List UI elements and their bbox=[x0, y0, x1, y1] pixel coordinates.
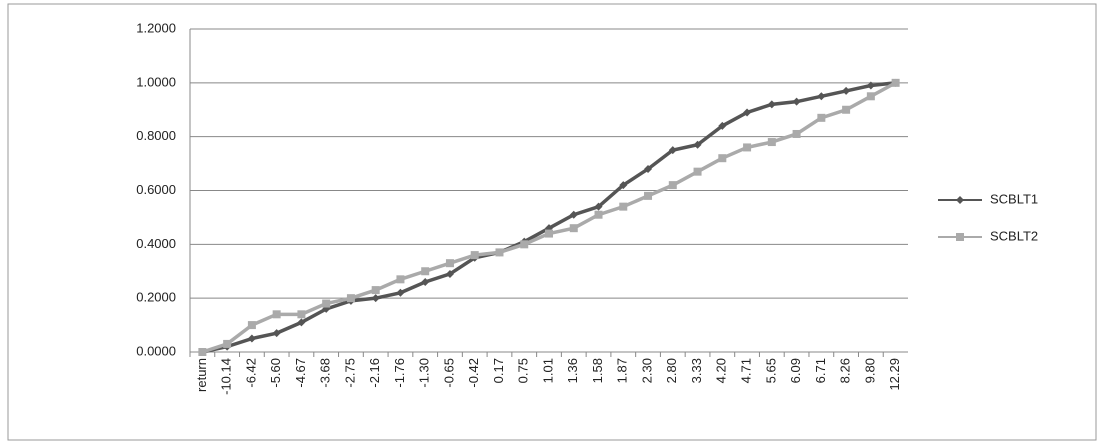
y-tick-label: 1.2000 bbox=[136, 20, 176, 35]
x-tick-label: 6.09 bbox=[788, 358, 803, 383]
x-tick-label: -2.16 bbox=[367, 358, 382, 388]
point-marker bbox=[545, 230, 553, 238]
point-marker bbox=[396, 275, 404, 283]
y-tick-label: 1.0000 bbox=[136, 74, 176, 89]
legend-label: SCBLT2 bbox=[990, 228, 1038, 243]
x-tick-label: 8.26 bbox=[838, 358, 853, 383]
point-marker bbox=[793, 130, 801, 138]
point-marker bbox=[619, 203, 627, 211]
page: {"chart_data": {"type": "line", "categor… bbox=[0, 0, 1104, 444]
x-tick-label: -5.60 bbox=[268, 358, 283, 388]
point-marker bbox=[520, 240, 528, 248]
point-marker bbox=[322, 300, 330, 308]
y-tick-label: 0.6000 bbox=[136, 182, 176, 197]
point-marker bbox=[273, 310, 281, 318]
x-tick-label: 2.30 bbox=[639, 358, 654, 383]
x-tick-label: 1.36 bbox=[565, 358, 580, 383]
legend-marker bbox=[956, 233, 964, 241]
x-tick-label: 3.33 bbox=[689, 358, 704, 383]
legend-label: SCBLT1 bbox=[990, 191, 1038, 206]
x-tick-label: 0.17 bbox=[491, 358, 506, 383]
point-marker bbox=[198, 348, 206, 356]
point-marker bbox=[669, 181, 677, 189]
x-tick-label: 12.29 bbox=[887, 358, 902, 391]
x-tick-label: -1.76 bbox=[392, 358, 407, 388]
point-marker bbox=[644, 192, 652, 200]
point-marker bbox=[223, 340, 231, 348]
x-tick-label: 9.80 bbox=[862, 358, 877, 383]
x-tick-label: 2.80 bbox=[664, 358, 679, 383]
x-tick-label: -6.42 bbox=[243, 358, 258, 388]
y-tick-label: 0.2000 bbox=[136, 290, 176, 305]
x-tick-label: 5.65 bbox=[763, 358, 778, 383]
point-marker bbox=[768, 138, 776, 146]
y-tick-label: 0.4000 bbox=[136, 236, 176, 251]
chart: 0.0000 0.2000 0.4000 0.6000 0.8000 1.0000 1.20… bbox=[0, 0, 1104, 444]
y-tick-label: 0.8000 bbox=[136, 128, 176, 143]
x-tick-label: 1.58 bbox=[590, 358, 605, 383]
x-tick-label: -0.42 bbox=[466, 358, 481, 388]
point-marker bbox=[867, 92, 875, 100]
point-marker bbox=[892, 79, 900, 87]
x-tick-label: -10.14 bbox=[219, 358, 234, 395]
x-tick-label: -2.75 bbox=[342, 358, 357, 388]
x-tick-label: -4.67 bbox=[293, 358, 308, 388]
point-marker bbox=[248, 321, 256, 329]
point-marker bbox=[718, 154, 726, 162]
point-marker bbox=[372, 286, 380, 294]
x-tick-label: -1.30 bbox=[417, 358, 432, 388]
x-tick-label: -0.65 bbox=[441, 358, 456, 388]
point-marker bbox=[595, 211, 603, 219]
point-marker bbox=[471, 251, 479, 259]
x-tick-label: 6.71 bbox=[813, 358, 828, 383]
x-tick-label: 1.87 bbox=[615, 358, 630, 383]
point-marker bbox=[694, 168, 702, 176]
point-marker bbox=[297, 310, 305, 318]
point-marker bbox=[495, 248, 503, 256]
x-tick-label: 0.75 bbox=[516, 358, 531, 383]
x-tick-label: return bbox=[194, 358, 209, 392]
point-marker bbox=[446, 259, 454, 267]
point-marker bbox=[347, 294, 355, 302]
point-marker bbox=[570, 224, 578, 232]
point-marker bbox=[421, 267, 429, 275]
point-marker bbox=[817, 114, 825, 122]
point-marker bbox=[743, 143, 751, 151]
x-tick-label: 1.01 bbox=[540, 358, 555, 383]
x-tick-label: 4.20 bbox=[714, 358, 729, 383]
x-tick-label: 4.71 bbox=[739, 358, 754, 383]
point-marker bbox=[842, 106, 850, 114]
x-tick-label: -3.68 bbox=[318, 358, 333, 388]
y-tick-label: 0.0000 bbox=[136, 343, 176, 358]
